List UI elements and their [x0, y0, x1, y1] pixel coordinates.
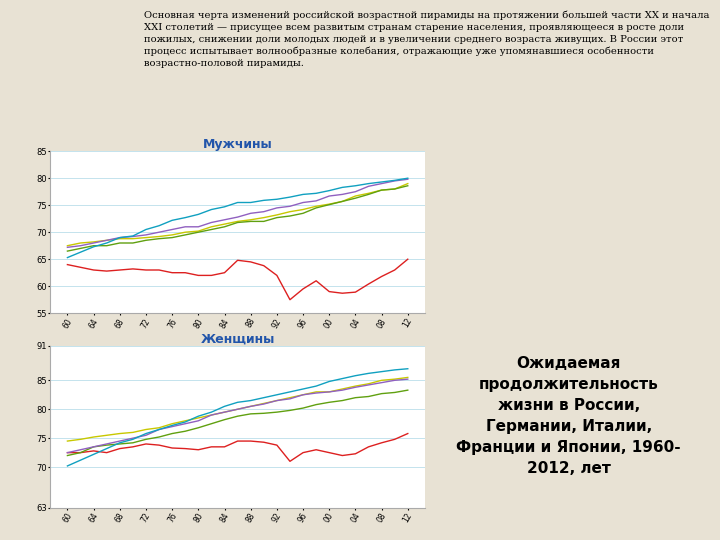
Title: Мужчины: Мужчины: [203, 138, 272, 151]
Text: Ожидаемая
продолжительность
жизни в России,
Германии, Италии,
Франции и Японии, : Ожидаемая продолжительность жизни в Росс…: [456, 356, 681, 476]
Title: Женщины: Женщины: [200, 333, 275, 346]
Text: Основная черта изменений российской возрастной пирамиды на протяжении большей ча: Основная черта изменений российской возр…: [144, 11, 709, 68]
Legend: Россия, Франция, Германия, Италия, Япония: Россия, Франция, Германия, Италия, Япони…: [104, 362, 372, 377]
